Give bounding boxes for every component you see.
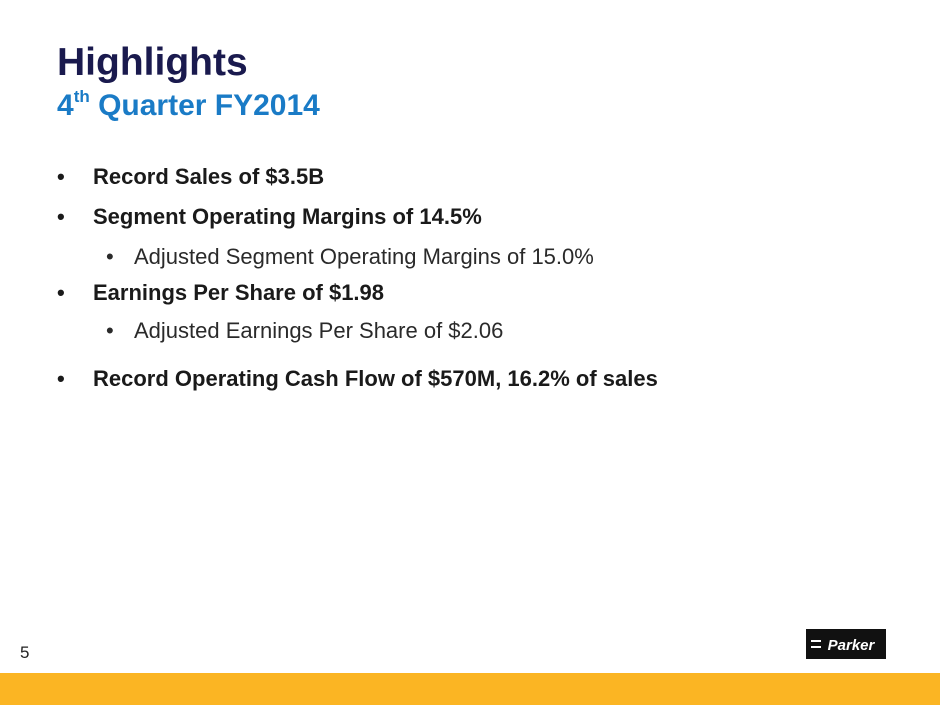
bullet-marker: • [57, 366, 65, 391]
parker-logo: Parker [806, 629, 886, 659]
bullet-text: Segment Operating Margins of 14.5% [93, 204, 482, 229]
slide-title: Highlights [57, 41, 248, 84]
bullet-item: • Segment Operating Margins of 14.5% [57, 204, 482, 230]
sub-bullet-item: • Adjusted Earnings Per Share of $2.06 [106, 318, 503, 344]
bullet-marker: • [106, 318, 114, 343]
page-number: 5 [20, 643, 30, 662]
bullet-item: • Record Operating Cash Flow of $570M, 16… [57, 366, 658, 392]
bullet-marker: • [57, 280, 65, 305]
bullet-list: • Record Sales of $3.5B • Segment Operatin… [57, 164, 658, 392]
bullet-item: • Earnings Per Share of $1.98 [57, 280, 384, 306]
subtitle-rest: Quarter FY2014 [89, 89, 320, 122]
bullet-text: Record Sales of $3.5B [93, 164, 325, 189]
subtitle-superscript: th [73, 87, 90, 106]
bullet-text: Earnings Per Share of $1.98 [93, 280, 385, 305]
slide-subtitle: 4th Quarter FY2014 [57, 88, 320, 124]
sub-bullet-item: • Adjusted Segment Operating Margins of 1… [106, 244, 594, 270]
bullet-item: • Record Sales of $3.5B [57, 164, 324, 190]
footer-bar [0, 673, 940, 705]
parker-logo-icon: Parker [806, 629, 886, 659]
bullet-marker: • [57, 164, 65, 189]
bullet-text: Record Operating Cash Flow of $570M, 16.… [93, 366, 658, 391]
bullet-text: Adjusted Segment Operating Margins of 15… [134, 244, 594, 269]
bullet-text: Adjusted Earnings Per Share of $2.06 [134, 318, 504, 343]
logo-text: Parker [828, 637, 876, 654]
subtitle-prefix: 4 [57, 89, 74, 122]
bullet-marker: • [57, 204, 65, 229]
bullet-marker: • [106, 244, 114, 269]
